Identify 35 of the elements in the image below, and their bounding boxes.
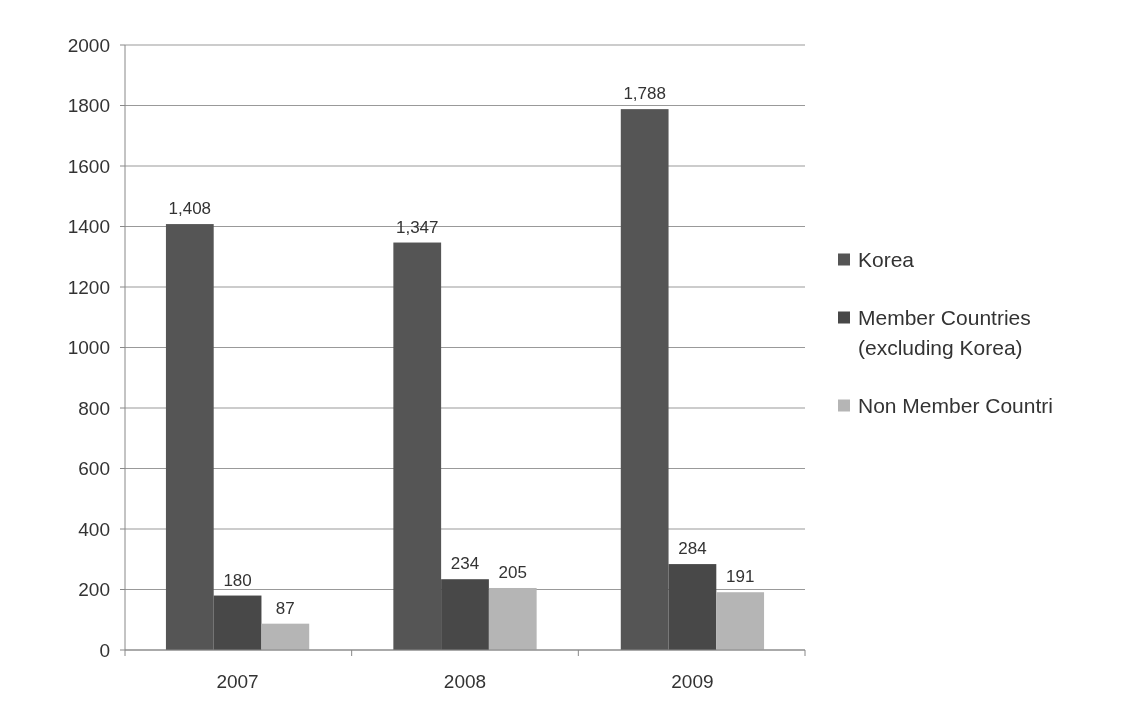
y-tick-label: 600 <box>78 458 110 480</box>
y-tick-label: 1600 <box>67 155 110 177</box>
y-tick-label: 1400 <box>67 216 110 238</box>
y-tick-label: 200 <box>78 579 110 601</box>
x-tick-label: 2008 <box>443 671 487 692</box>
data-label: 205 <box>498 562 527 582</box>
data-label: 191 <box>726 567 755 587</box>
y-tick-label: 400 <box>78 518 110 540</box>
y-tick-label: 800 <box>78 397 110 419</box>
y-tick-label: 0 <box>99 639 110 661</box>
bar <box>620 109 669 650</box>
bar <box>213 595 262 650</box>
x-tick-label: 2009 <box>671 671 714 692</box>
data-label: 180 <box>223 570 252 590</box>
legend-label: Member Countries (excluding Korea) <box>858 305 1031 359</box>
y-tick-label: 1800 <box>67 95 110 117</box>
bar <box>488 587 537 650</box>
y-tick-label: 2000 <box>67 34 110 56</box>
legend-label: Non Member Countri <box>858 393 1053 417</box>
y-tick-label: 1000 <box>67 337 110 359</box>
data-label: 1,408 <box>168 199 212 219</box>
bar <box>393 242 442 650</box>
bar <box>716 592 765 650</box>
bar <box>668 564 717 650</box>
data-label: 284 <box>678 539 707 559</box>
data-label: 1,347 <box>395 217 439 237</box>
bar <box>261 623 310 650</box>
legend-label: Korea <box>858 247 915 271</box>
bar <box>165 224 214 650</box>
bar <box>441 579 489 650</box>
x-tick-label: 2007 <box>216 671 259 692</box>
data-label: 87 <box>275 598 295 618</box>
data-label: 1,788 <box>623 84 666 104</box>
y-tick-label: 1200 <box>67 276 110 298</box>
data-label: 234 <box>450 554 480 574</box>
